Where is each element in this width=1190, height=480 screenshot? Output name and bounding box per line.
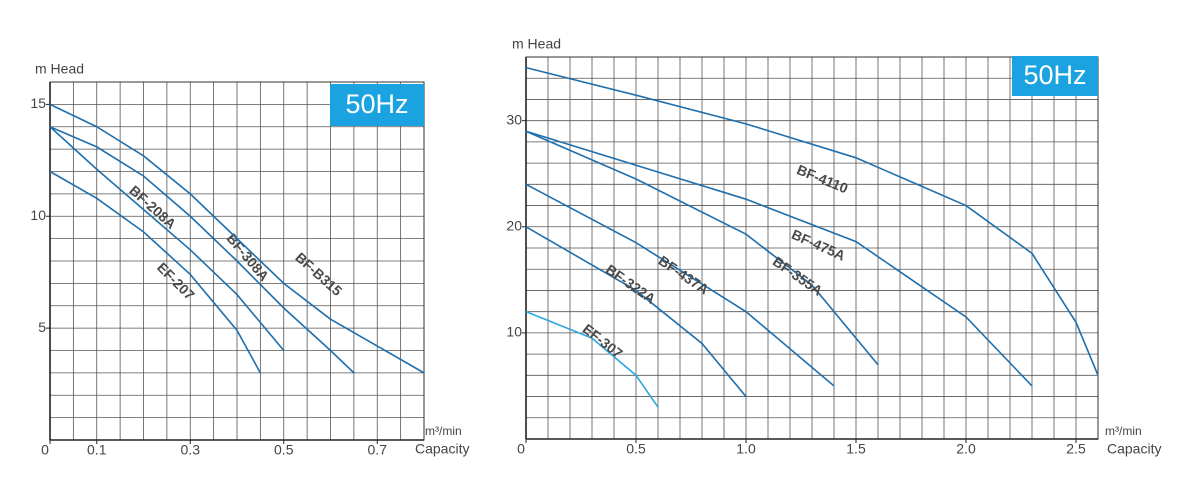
x-tick-label: 2.5 <box>1066 441 1086 457</box>
curve-label: BF-475A <box>789 226 847 264</box>
x-axis-unit: m³/min <box>425 424 462 438</box>
curve-label: BF-4110 <box>795 161 851 196</box>
curve <box>525 66 1099 376</box>
y-axis-label: m Head <box>35 61 84 77</box>
x-tick-label: 1.0 <box>736 441 756 457</box>
curve <box>49 126 285 352</box>
y-tick-label: 5 <box>38 319 46 335</box>
x-tick-label: 0 <box>41 442 49 458</box>
x-tick-label: 0.5 <box>274 442 294 458</box>
y-axis-label: m Head <box>512 36 561 52</box>
y-tick-label: 30 <box>506 111 522 127</box>
y-tick-label: 10 <box>506 324 522 340</box>
badge: 50Hz <box>345 89 408 119</box>
curve <box>525 310 659 408</box>
badge-box <box>330 84 424 126</box>
badge-box <box>1012 56 1098 96</box>
y-tick-label: 20 <box>506 217 522 233</box>
curve <box>525 226 747 398</box>
x-tick-label: 0.7 <box>368 442 388 458</box>
y-tick-label: 10 <box>30 207 46 223</box>
curve <box>525 130 879 366</box>
curve <box>49 170 262 374</box>
curve <box>49 103 425 374</box>
curve <box>525 183 835 387</box>
curve-label: BF-322A <box>603 261 659 307</box>
x-tick-label: 0 <box>517 441 525 457</box>
curve <box>49 126 355 374</box>
curve-label: EF-307 <box>580 321 626 362</box>
x-axis-unit: m³/min <box>1105 424 1142 438</box>
curve-label: EF-207 <box>154 259 198 303</box>
curve-label: BF-B315 <box>292 249 345 299</box>
x-tick-label: 2.0 <box>956 441 976 457</box>
badge: 50Hz <box>1023 60 1086 90</box>
x-tick-label: 0.5 <box>626 441 646 457</box>
curve <box>525 130 1033 387</box>
x-axis-label: Capacity <box>1107 441 1161 457</box>
curve-label: BF-355A <box>770 253 826 299</box>
y-tick-label: 15 <box>30 95 46 111</box>
x-tick-label: 1.5 <box>846 441 866 457</box>
x-tick-label: 0.1 <box>87 442 107 458</box>
x-tick-label: 0.3 <box>181 442 201 458</box>
x-axis-label: Capacity <box>415 441 469 457</box>
